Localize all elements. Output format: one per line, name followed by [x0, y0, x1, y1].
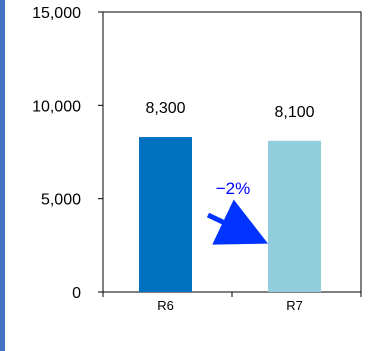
bar-value-label: 8,100 — [274, 104, 314, 121]
bar-r6 — [139, 137, 192, 292]
bar-value-label: 8,300 — [145, 100, 185, 117]
x-category-label: R7 — [286, 298, 303, 313]
bar-r7 — [268, 141, 321, 292]
decrease-arrow — [208, 215, 250, 235]
x-category-label: R6 — [157, 298, 174, 313]
y-tick-label: 10,000 — [32, 98, 81, 115]
y-tick-label: 5,000 — [41, 192, 81, 209]
change-annotation: −2% — [216, 179, 251, 198]
y-tick-label: 15,000 — [32, 5, 81, 22]
y-tick-label: 0 — [72, 285, 81, 302]
